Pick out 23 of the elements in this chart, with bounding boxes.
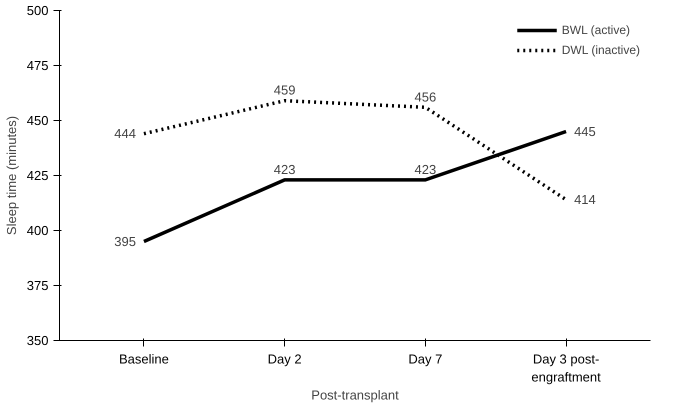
- x-tick-label: Day 2: [268, 352, 302, 366]
- y-tick-label: 375: [26, 278, 49, 293]
- data-label: 423: [414, 162, 436, 177]
- data-label: 445: [574, 124, 596, 139]
- x-tick-label: Baseline: [118, 352, 169, 366]
- data-label: 395: [114, 234, 136, 249]
- data-label: 414: [574, 192, 596, 208]
- x-tick-label: Day 7: [408, 352, 442, 366]
- y-tick-label: 475: [26, 58, 49, 73]
- data-label: 444: [114, 126, 136, 142]
- y-axis-title: Sleep time (minutes): [4, 116, 19, 236]
- data-label: 423: [274, 162, 296, 177]
- y-tick-label: 350: [26, 333, 49, 348]
- y-tick-label: 450: [26, 113, 49, 128]
- data-label: 459: [274, 82, 296, 98]
- y-tick-label: 500: [26, 3, 49, 18]
- y-tick-label: 425: [26, 168, 49, 183]
- x-tick-label: Day 3 post- engraftment: [531, 352, 602, 384]
- data-label: 456: [414, 89, 436, 104]
- legend-label: BWL (active): [562, 23, 630, 37]
- legend-label: DWL (inactive): [562, 43, 640, 57]
- x-axis-title: Post-transplant: [311, 388, 400, 402]
- y-tick-label: 400: [26, 223, 49, 238]
